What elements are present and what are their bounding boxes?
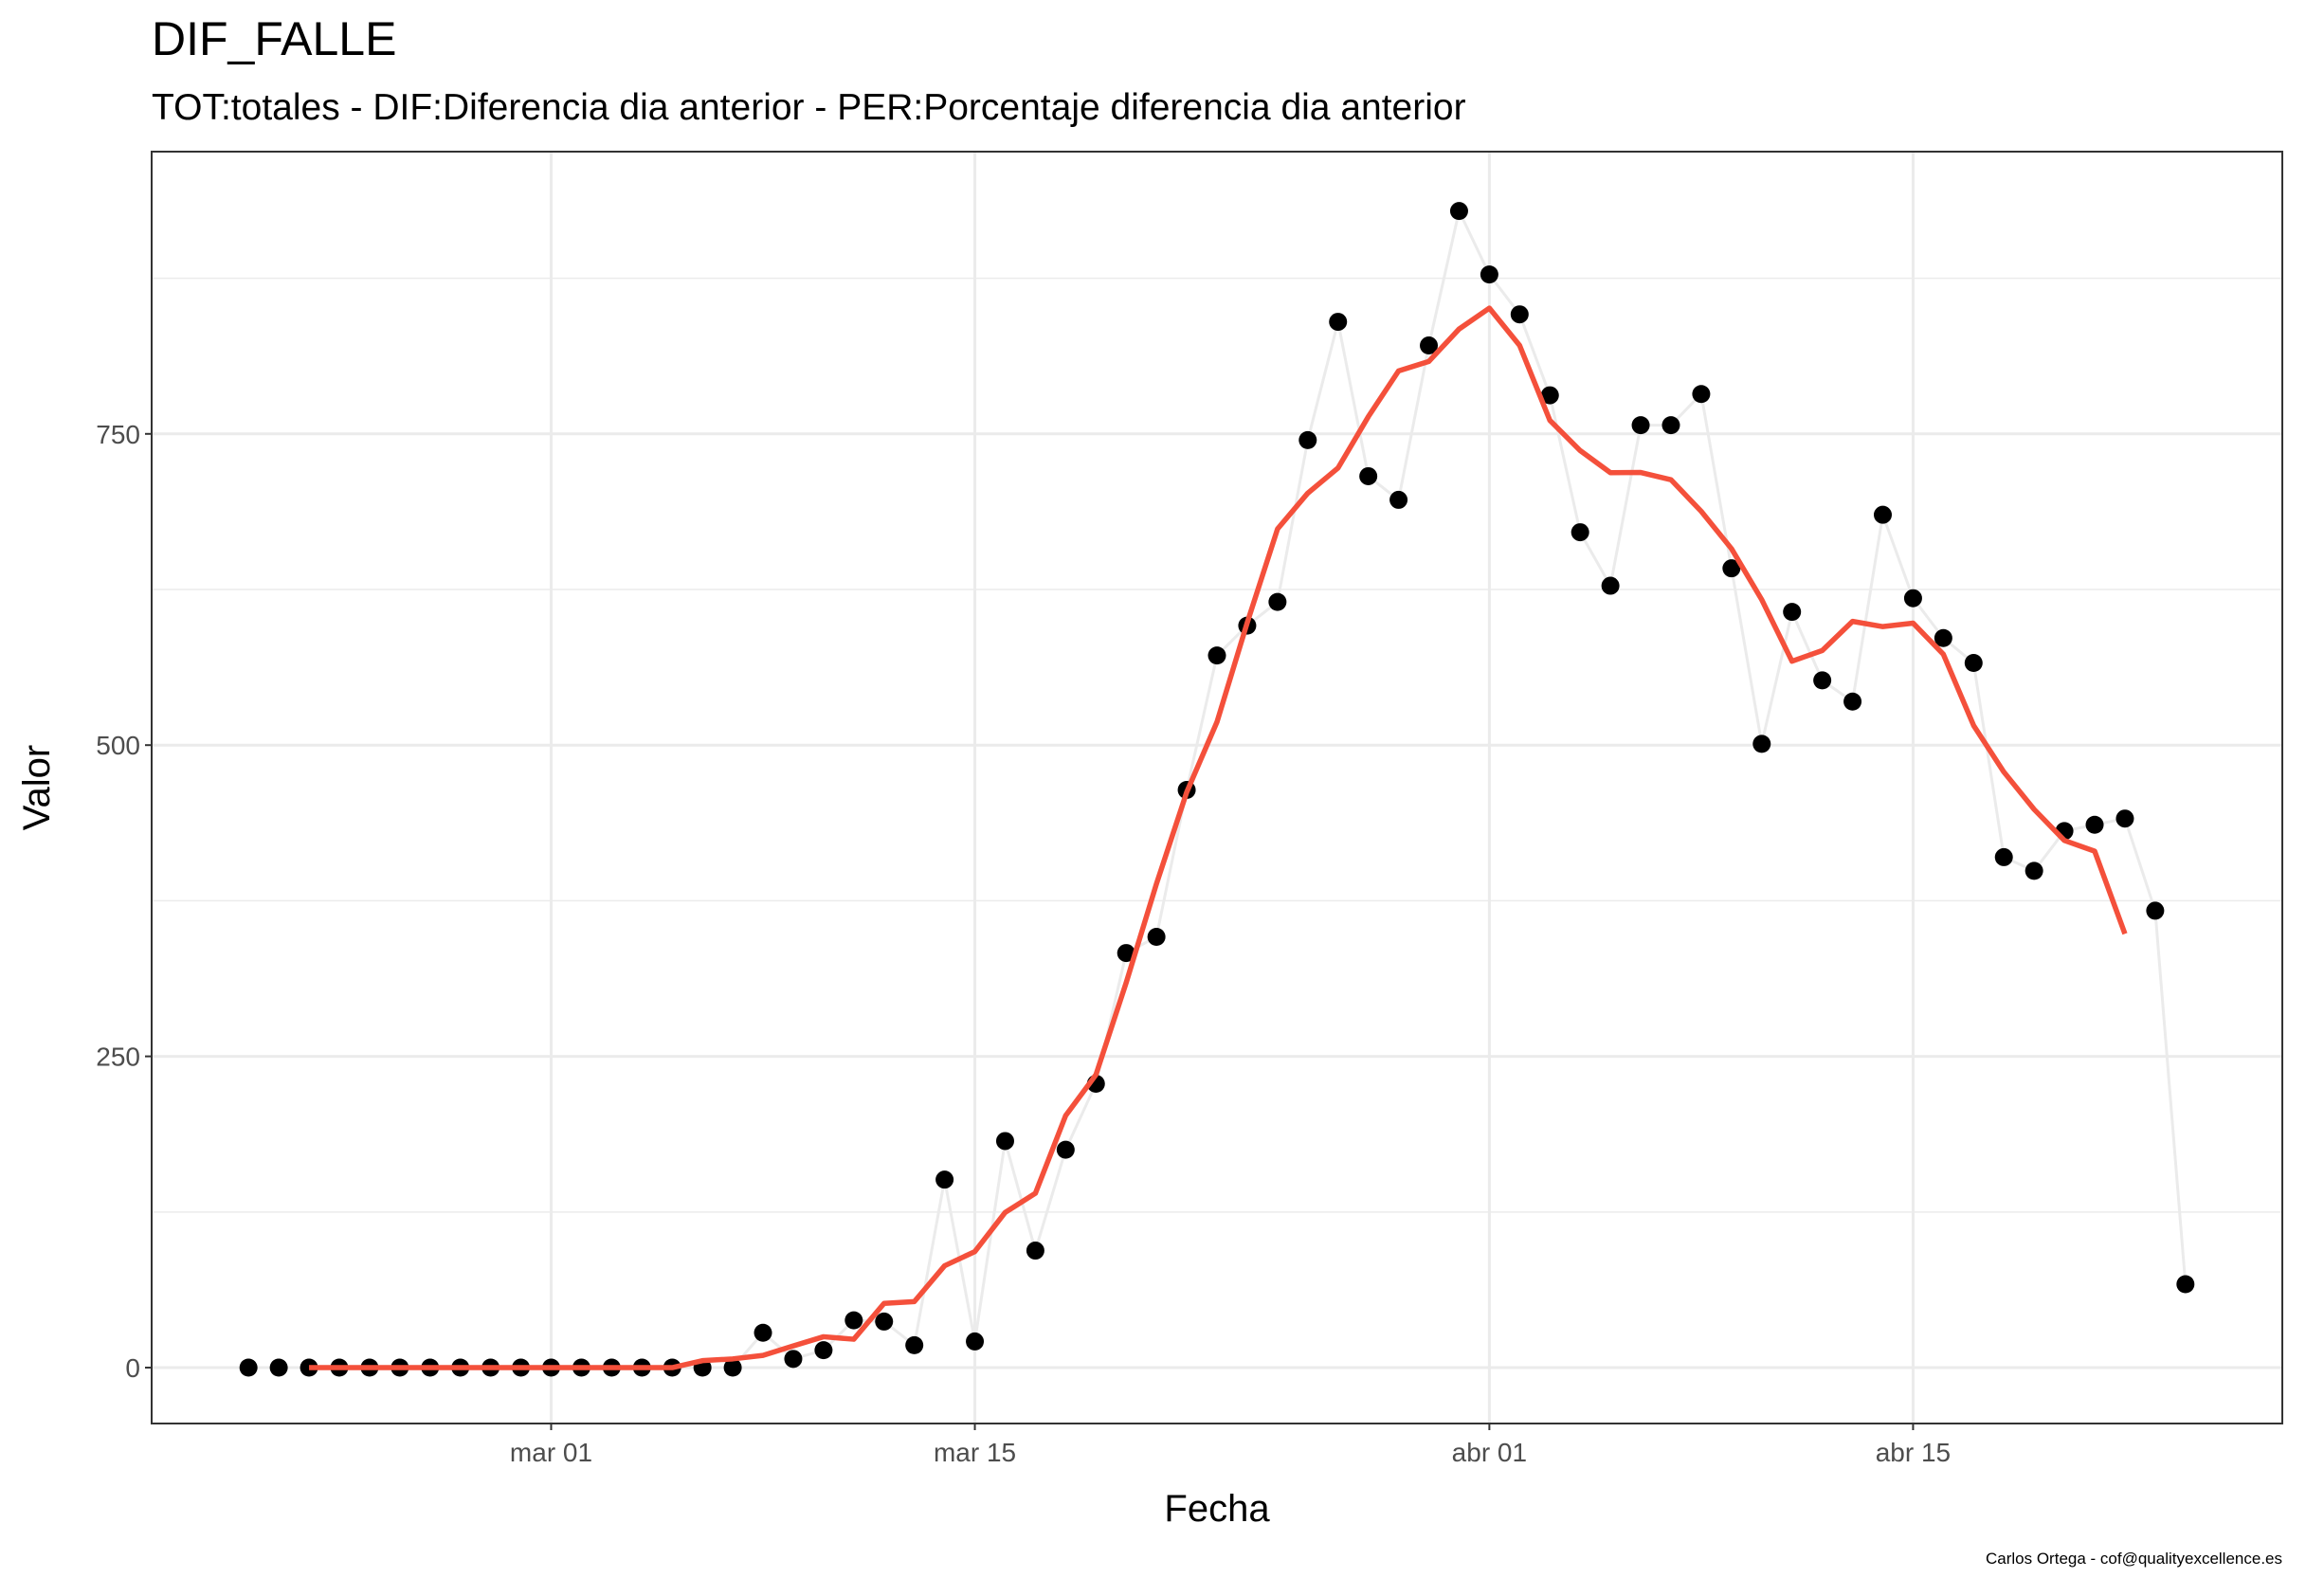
point [1510, 305, 1529, 324]
point [1874, 505, 1892, 524]
point [1903, 589, 1922, 608]
point [966, 1332, 985, 1351]
point [1480, 265, 1498, 284]
x-tick-label: mar 15 [934, 1438, 1016, 1467]
point [875, 1312, 894, 1331]
point [1692, 385, 1711, 404]
point [1056, 1140, 1075, 1159]
point [814, 1341, 833, 1360]
x-tick-label: mar 01 [510, 1438, 592, 1467]
x-axis-title: Fecha [1164, 1488, 1270, 1530]
point [995, 1132, 1014, 1151]
point [1934, 628, 1952, 647]
point [1329, 313, 1348, 332]
point [754, 1323, 772, 1342]
point [2176, 1275, 2195, 1294]
point [1147, 928, 1166, 947]
point [1843, 692, 1862, 711]
plot-area: 0 250 500 750 mar 01 mar 15 abr 01 abr 15 [96, 151, 2283, 1467]
point [935, 1170, 954, 1189]
point [269, 1358, 288, 1377]
point [2085, 815, 2104, 834]
point [1389, 490, 1408, 509]
y-tick-label: 250 [96, 1043, 140, 1072]
point [1268, 592, 1287, 611]
point [1964, 654, 1983, 673]
point [1752, 735, 1771, 753]
moving-average-line [309, 305, 2128, 1370]
point [1359, 466, 1378, 485]
y-tick-label: 0 [125, 1353, 140, 1383]
point [1631, 416, 1650, 435]
point [1207, 646, 1226, 665]
point [1298, 430, 1317, 449]
y-tick-label: 500 [96, 731, 140, 760]
point [2146, 901, 2165, 920]
chart-subtitle: TOT:totales - DIF:Diferencia dia anterio… [152, 87, 1466, 128]
point [1117, 944, 1135, 963]
point [844, 1311, 863, 1330]
point [1571, 523, 1589, 542]
point [1540, 386, 1559, 405]
point [905, 1335, 924, 1354]
point [239, 1358, 258, 1377]
point [723, 1358, 742, 1377]
x-tick-label: abr 01 [1452, 1438, 1527, 1467]
point [1813, 671, 1832, 690]
point [1994, 847, 2013, 866]
point [2115, 809, 2134, 828]
panel-border [151, 151, 2283, 1424]
point [300, 1358, 318, 1377]
connector-line [248, 209, 2188, 1369]
point [1783, 603, 1802, 622]
y-axis-title: Valor [16, 745, 58, 830]
point [1722, 559, 1741, 578]
caption: Carlos Ortega - cof@qualityexcellence.es [1986, 1550, 2282, 1568]
point [1661, 416, 1680, 435]
point [2025, 861, 2043, 880]
x-tick-label: abr 15 [1876, 1438, 1951, 1467]
point [1449, 202, 1468, 221]
point [1420, 336, 1439, 355]
point [1601, 576, 1620, 595]
point [1026, 1242, 1044, 1260]
point [784, 1350, 803, 1369]
chart-title: DIF_FALLE [152, 12, 396, 65]
y-tick-label: 750 [96, 420, 140, 449]
